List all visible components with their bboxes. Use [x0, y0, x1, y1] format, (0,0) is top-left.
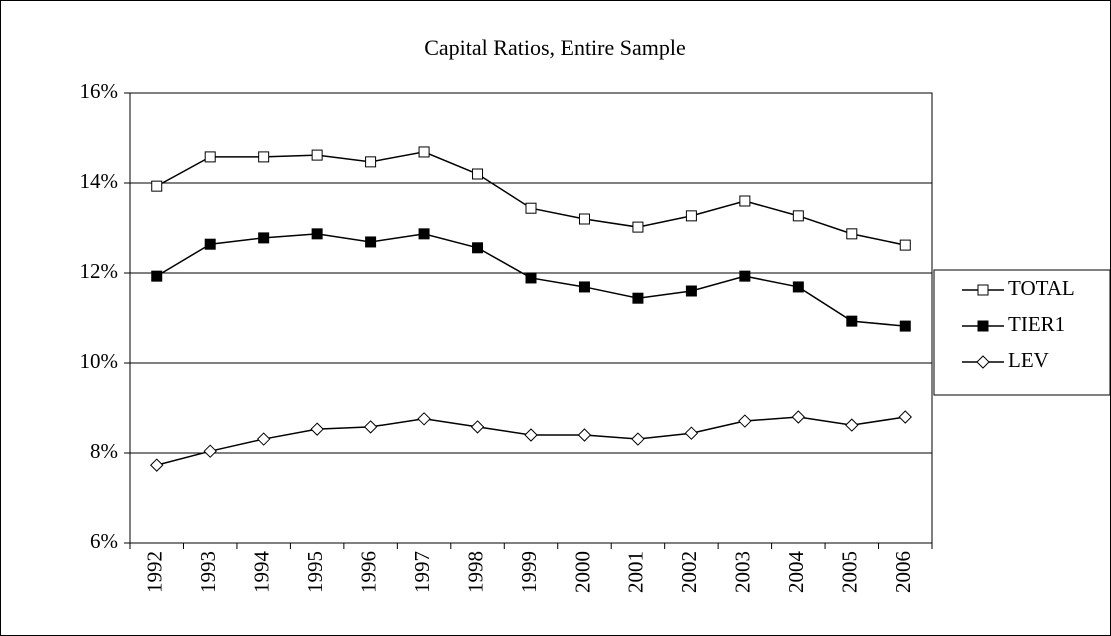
- x-tick-label: 2005: [838, 551, 862, 593]
- data-point: [577, 428, 592, 442]
- x-tick-label: 1993: [196, 551, 220, 593]
- x-tick-label: 2001: [624, 551, 648, 593]
- y-tick-label: 8%: [90, 439, 118, 463]
- legend-label: TIER1: [1008, 312, 1065, 336]
- x-tick-label: 1995: [303, 551, 327, 593]
- x-tick-label: 1997: [410, 551, 434, 593]
- data-point: [365, 156, 377, 168]
- data-point: [256, 432, 271, 446]
- data-point: [578, 281, 590, 293]
- data-point: [791, 410, 806, 424]
- data-point: [631, 432, 645, 446]
- y-tick-label: 10%: [80, 349, 119, 373]
- data-point: [845, 418, 859, 432]
- data-point: [151, 270, 163, 282]
- data-point: [685, 285, 697, 297]
- data-point: [310, 422, 324, 436]
- data-point: [739, 270, 751, 282]
- x-tick-label: 2004: [784, 551, 808, 594]
- y-tick-label: 16%: [80, 79, 119, 103]
- x-tick-label: 2002: [677, 551, 701, 593]
- data-point: [899, 239, 911, 251]
- data-point: [846, 228, 858, 240]
- data-point: [524, 428, 538, 442]
- legend-box: [933, 269, 1111, 396]
- x-tick-label: 1992: [143, 551, 167, 593]
- y-tick-label: 12%: [80, 259, 119, 283]
- x-tick-label: 1996: [356, 551, 380, 593]
- data-point: [258, 232, 270, 244]
- legend-marker: [977, 320, 989, 332]
- data-point: [899, 320, 911, 332]
- data-point: [738, 414, 752, 428]
- data-point: [578, 213, 590, 225]
- data-point: [204, 238, 216, 250]
- data-point: [525, 202, 537, 214]
- data-point: [684, 426, 699, 440]
- legend-label: LEV: [1008, 348, 1049, 372]
- data-point: [363, 420, 378, 434]
- legend-marker: [977, 284, 989, 296]
- x-tick-label: 2000: [570, 551, 594, 593]
- data-point: [470, 420, 485, 434]
- data-point: [472, 168, 484, 180]
- data-point: [150, 458, 164, 472]
- data-point: [739, 195, 751, 207]
- data-point: [846, 315, 858, 327]
- data-point: [898, 410, 912, 424]
- data-point: [151, 180, 163, 192]
- data-point: [792, 281, 804, 293]
- data-point: [792, 210, 804, 222]
- data-point: [685, 210, 697, 222]
- data-point: [525, 272, 537, 284]
- data-point: [204, 151, 216, 163]
- y-tick-label: 6%: [90, 529, 118, 553]
- data-point: [472, 242, 484, 254]
- data-point: [418, 228, 430, 240]
- legend-label: TOTAL: [1008, 276, 1075, 300]
- data-point: [365, 236, 377, 248]
- data-point: [632, 221, 644, 233]
- data-point: [632, 292, 644, 304]
- data-point: [311, 149, 323, 161]
- x-tick-label: 1994: [249, 551, 273, 594]
- data-point: [311, 228, 323, 240]
- x-tick-label: 1999: [517, 551, 541, 593]
- chart-title: Capital Ratios, Entire Sample: [424, 35, 686, 60]
- data-point: [203, 444, 217, 458]
- data-point: [258, 151, 270, 163]
- x-tick-label: 2006: [891, 551, 915, 593]
- data-point: [417, 412, 431, 426]
- y-tick-label: 14%: [80, 169, 119, 193]
- x-tick-label: 1998: [463, 551, 487, 593]
- legend-marker: [976, 355, 990, 369]
- data-point: [418, 146, 430, 158]
- plot-frame: [129, 92, 933, 544]
- x-tick-label: 2003: [731, 551, 755, 593]
